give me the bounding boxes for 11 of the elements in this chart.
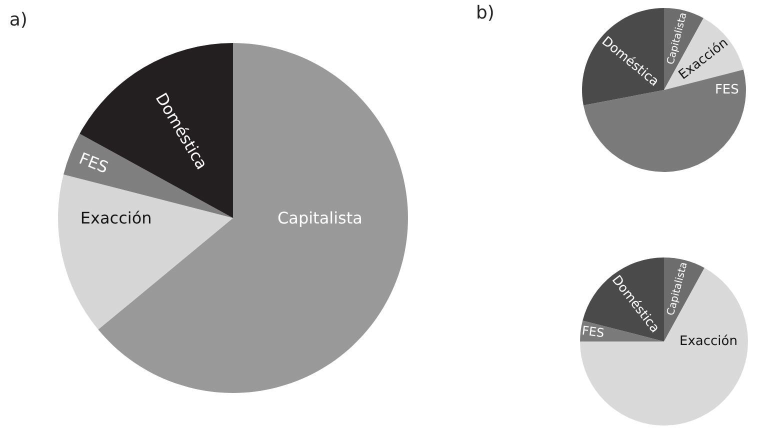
slice-label: Exacción [80,208,152,228]
chart-title: b) [476,2,494,24]
chart-title: a) [9,10,28,31]
slice-label: FES [76,148,111,178]
slice-label: Capitalista [277,208,362,228]
slice-label: FES [581,323,606,340]
pie-slice [58,174,233,330]
slice-label: FES [714,82,739,98]
pie-slice [582,8,664,106]
slice-label: Exacción [679,334,738,349]
pie-slice [582,258,664,342]
